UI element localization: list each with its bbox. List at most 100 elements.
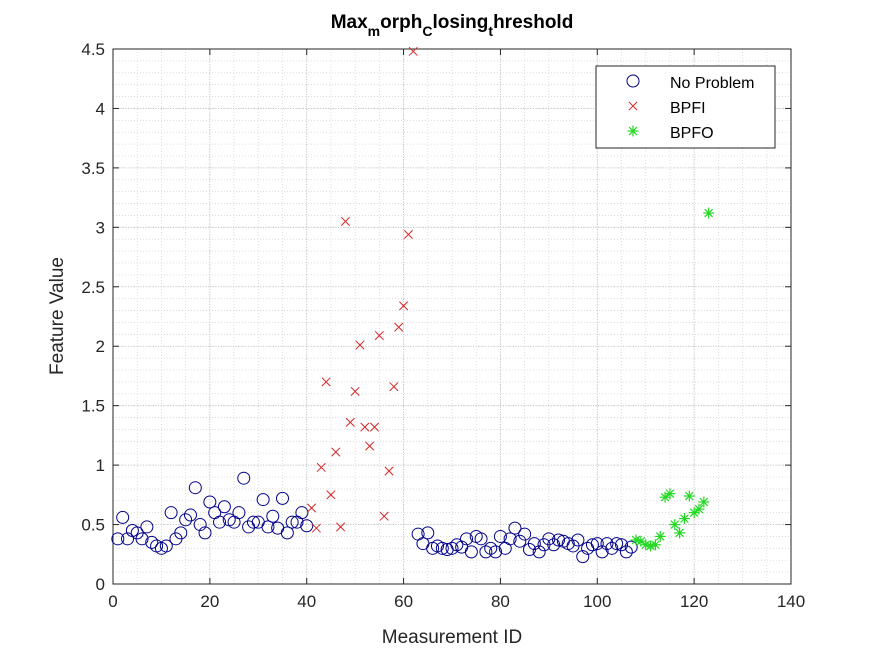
- data-point-bpfi: [331, 447, 341, 457]
- data-point-no-problem: [300, 519, 314, 533]
- asterisk-stroke: [694, 504, 704, 514]
- data-point-no-problem: [159, 539, 173, 553]
- data-point-no-problem: [261, 520, 275, 534]
- x-tick-label: 20: [200, 592, 219, 611]
- x-mark-stroke: [360, 422, 370, 432]
- x-tick-label: 0: [108, 592, 117, 611]
- asterisk-stroke: [636, 536, 646, 546]
- y-tick-label: 3.5: [81, 159, 105, 178]
- data-point-no-problem: [590, 537, 604, 551]
- data-point-no-problem: [605, 541, 619, 555]
- data-point-bpfi: [399, 301, 409, 311]
- data-point-bpfi: [350, 386, 360, 396]
- data-point-no-problem: [217, 500, 231, 514]
- data-point-no-problem: [280, 526, 294, 540]
- x-mark-stroke: [311, 523, 321, 533]
- data-point-bpfo: [703, 207, 715, 219]
- data-point-no-problem: [145, 535, 159, 549]
- asterisk-stroke: [704, 208, 713, 218]
- legend-entry-no-problem: No Problem: [626, 74, 754, 92]
- chart-title: MaxmorphClosingthreshold: [331, 12, 574, 39]
- data-point-no-problem: [198, 526, 212, 540]
- data-point-bpfo: [698, 496, 710, 508]
- legend-label: BPFO: [670, 125, 714, 142]
- data-point-no-problem: [140, 520, 154, 534]
- asterisk-stroke: [651, 540, 660, 550]
- asterisk-stroke: [631, 535, 641, 545]
- data-point-bpfo: [669, 519, 681, 531]
- data-point-bpfi: [389, 382, 399, 392]
- data-point-bpfi: [316, 462, 326, 473]
- y-tick-label: 2: [96, 337, 105, 356]
- x-mark-stroke: [350, 386, 360, 396]
- data-point-no-problem: [527, 537, 541, 551]
- title-part: m: [368, 23, 380, 39]
- x-mark-stroke: [321, 377, 331, 387]
- legend-entry-bpfi: BPFI: [628, 100, 706, 117]
- legend-marker-circle: [626, 74, 640, 88]
- asterisk-stroke: [675, 528, 684, 538]
- data-point-bpfi: [355, 340, 365, 350]
- data-point-no-problem: [479, 545, 493, 559]
- data-point-no-problem: [237, 471, 251, 485]
- data-point-no-problem: [493, 529, 507, 543]
- asterisk-stroke: [665, 489, 675, 498]
- title-part: t: [488, 23, 493, 39]
- data-point-bpfi: [394, 322, 404, 332]
- title-part: C: [422, 23, 432, 39]
- x-tick-label: 80: [491, 592, 510, 611]
- data-point-no-problem: [610, 537, 624, 551]
- legend-symbol: [626, 74, 640, 88]
- x-mark-stroke: [345, 417, 355, 427]
- axes: 0 20 40 60 80 100 120 140 0 0.5 1 1.5 2 2.5 3 3.5 4 4.5: [81, 40, 805, 611]
- data-point-bpfo: [654, 530, 666, 542]
- x-mark-stroke: [389, 382, 399, 392]
- x-mark-stroke: [365, 441, 375, 451]
- data-point-no-problem: [164, 506, 178, 520]
- asterisk-stroke: [684, 491, 694, 501]
- x-tick-label: 120: [680, 592, 708, 611]
- data-point-no-problem: [484, 541, 498, 555]
- legend-label: BPFI: [670, 100, 706, 117]
- asterisk-stroke: [680, 514, 689, 523]
- data-point-no-problem: [435, 541, 449, 555]
- y-tick-label: 4.5: [81, 40, 105, 59]
- legend-label: No Problem: [670, 75, 754, 92]
- x-mark-stroke: [379, 511, 389, 521]
- data-point-bpfi: [340, 216, 351, 226]
- x-tick-label: 40: [297, 592, 316, 611]
- x-mark-stroke: [403, 229, 413, 240]
- x-mark-stroke: [628, 101, 638, 111]
- data-point-bpfi: [408, 46, 418, 56]
- data-point-bpfi: [345, 417, 355, 427]
- data-point-no-problem: [116, 510, 130, 524]
- legend-marker-x: [628, 101, 638, 111]
- series-no-problem: [111, 471, 638, 564]
- data-point-no-problem: [552, 533, 566, 547]
- y-tick-label: 1.5: [81, 397, 105, 416]
- y-tick-label: 1: [96, 456, 105, 475]
- data-point-no-problem: [121, 532, 135, 546]
- data-point-bpfo: [678, 513, 690, 525]
- x-tick-label: 140: [777, 592, 805, 611]
- data-point-bpfi: [374, 330, 384, 341]
- data-point-no-problem: [295, 506, 309, 520]
- data-point-bpfi: [311, 523, 321, 533]
- title-part: losing: [432, 12, 488, 33]
- x-mark-stroke: [384, 466, 394, 476]
- data-point-bpfi: [321, 377, 331, 387]
- data-point-bpfo: [683, 490, 695, 502]
- y-tick-label: 3: [96, 218, 105, 237]
- title-part: orph: [380, 12, 422, 33]
- data-point-no-problem: [474, 532, 488, 546]
- data-point-bpfi: [379, 511, 389, 521]
- data-point-no-problem: [464, 545, 478, 559]
- y-tick-label: 4: [96, 99, 105, 118]
- data-point-bpfi: [307, 503, 317, 513]
- data-point-bpfi: [369, 422, 380, 432]
- data-point-no-problem: [213, 515, 227, 529]
- x-mark-stroke: [408, 46, 418, 56]
- x-mark-stroke: [331, 447, 341, 457]
- data-point-bpfo: [664, 488, 676, 500]
